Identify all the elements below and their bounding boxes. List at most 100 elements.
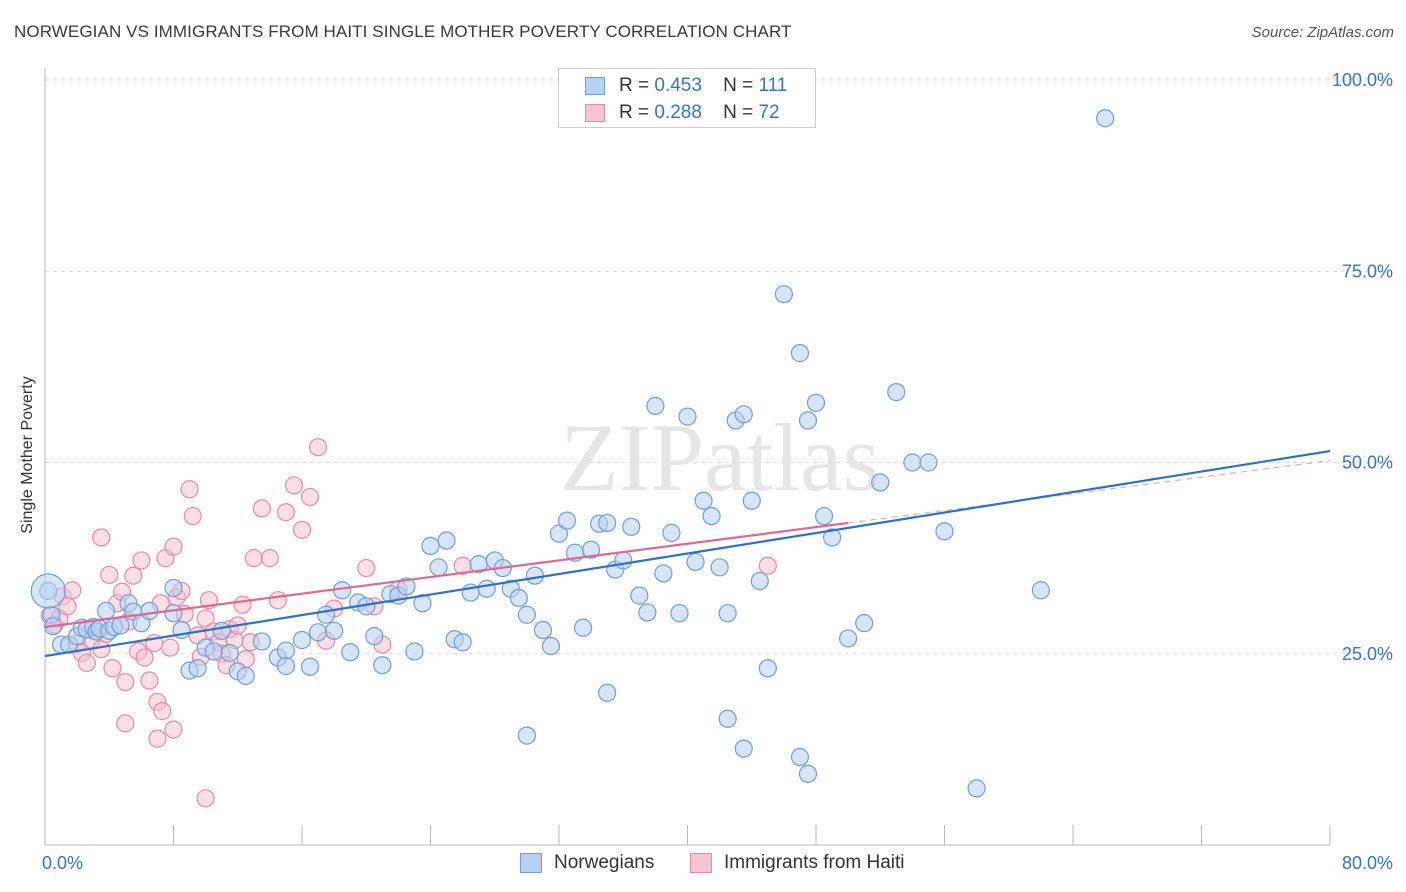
norwegian-point [341, 643, 360, 662]
norwegian-point [614, 551, 633, 570]
norwegian-point [421, 536, 440, 555]
norwegian-point [212, 621, 231, 640]
norwegian-point [533, 620, 553, 640]
norwegian-point [188, 659, 207, 678]
haiti-point [92, 528, 111, 547]
haiti-point [164, 720, 183, 739]
y-tick-label: 100.0% [1332, 70, 1393, 90]
norwegian-point [750, 571, 769, 591]
norwegian-point [718, 604, 737, 623]
haiti-point [135, 648, 154, 667]
y-tick-label: 50.0% [1342, 453, 1393, 473]
norwegian-point [477, 579, 496, 598]
haiti-trend-extension [848, 459, 1331, 524]
norwegian-point [919, 453, 938, 472]
x-tick-label: 0.0% [42, 853, 83, 873]
norwegian-point [365, 627, 384, 646]
norwegian-point [1031, 581, 1050, 600]
haiti-point [153, 702, 172, 721]
legend-label: Immigrants from Haiti [724, 852, 905, 873]
axes [44, 68, 1331, 846]
source-label: Source: [1251, 24, 1304, 41]
norwegian-point [638, 603, 657, 622]
stats-legend: R = 0.453 N = 111 R = 0.288 N = 72 [558, 68, 816, 128]
legend-r-label: R = [619, 102, 650, 123]
norwegian-point [734, 739, 753, 758]
norwegian-point [646, 396, 665, 415]
haiti-point [132, 551, 151, 570]
legend-n-label: N = [723, 75, 754, 96]
norwegian-trend-line [44, 449, 1331, 658]
y-tick-label: 25.0% [1342, 644, 1393, 664]
source-value: ZipAtlas.com [1307, 24, 1394, 41]
haiti-point [140, 671, 159, 690]
chart-title: NORWEGIAN VS IMMIGRANTS FROM HAITI SINGL… [14, 22, 792, 41]
norwegian-point [871, 473, 890, 492]
legend-r-value: 0.453 [654, 75, 702, 96]
norwegian-point [276, 641, 296, 660]
norwegian-point [598, 683, 617, 702]
norwegian-point [710, 558, 729, 577]
norwegian-point [774, 285, 793, 304]
norwegian-point [573, 618, 593, 637]
watermark: ZIPatlas [560, 404, 880, 511]
norwegian-point [316, 605, 336, 624]
haiti-point [233, 595, 252, 614]
norwegian-point [798, 411, 818, 430]
norwegian-point [734, 405, 753, 424]
haiti-point [244, 549, 263, 568]
norwegian-point [517, 726, 536, 745]
haiti-point [100, 565, 119, 585]
norwegian-point [742, 491, 761, 510]
norwegian-point [694, 491, 713, 510]
legend-r-label: R = [619, 75, 650, 96]
norwegian-point [814, 506, 834, 526]
norwegian-point [204, 642, 223, 661]
haiti-point [116, 672, 135, 692]
legend-swatch-blue [520, 853, 542, 873]
norwegian-point [220, 643, 239, 663]
haiti-point [148, 729, 167, 748]
haiti-point [161, 638, 180, 657]
haiti-point [300, 487, 320, 507]
norwegian-point [670, 604, 689, 623]
norwegian-point [111, 616, 130, 635]
x-tick-label: 80.0% [1342, 853, 1393, 873]
norwegian-point [887, 383, 906, 402]
haiti-point [103, 659, 122, 678]
norwegian-point [517, 605, 536, 624]
norwegian-point [509, 588, 528, 608]
norwegian-point [292, 630, 312, 650]
norwegian-point [437, 531, 456, 550]
norwegian-point [140, 601, 159, 621]
haiti-point [260, 549, 279, 568]
norwegian-point [662, 523, 681, 542]
norwegian-point [429, 558, 448, 577]
norwegian-point [654, 564, 673, 583]
haiti-point [196, 789, 215, 808]
norwegian-point [453, 633, 472, 652]
norwegian-point [300, 657, 320, 676]
legend-swatch-pink [690, 853, 712, 873]
norwegian-point-large [30, 573, 66, 609]
norwegian-point [164, 578, 183, 598]
haiti-point [77, 653, 96, 673]
norwegian-point [686, 552, 705, 572]
norwegian-point [935, 522, 954, 541]
haiti-point [268, 591, 288, 610]
norwegian-point [549, 524, 569, 543]
norwegian-point [373, 656, 392, 675]
norwegian-point [702, 506, 721, 526]
norwegian-point [718, 709, 737, 728]
series-legend: Norwegians Immigrants from Haiti [0, 850, 1406, 878]
norwegian-point [967, 779, 986, 798]
haiti-point [284, 476, 304, 495]
haiti-point [180, 480, 199, 499]
haiti-point [252, 499, 271, 518]
haiti-point [196, 609, 215, 628]
norwegian-point [96, 601, 116, 621]
norwegian-point [252, 632, 271, 651]
norwegian-point [405, 642, 424, 661]
norwegian-point [557, 511, 577, 530]
norwegian-points [30, 109, 1115, 798]
